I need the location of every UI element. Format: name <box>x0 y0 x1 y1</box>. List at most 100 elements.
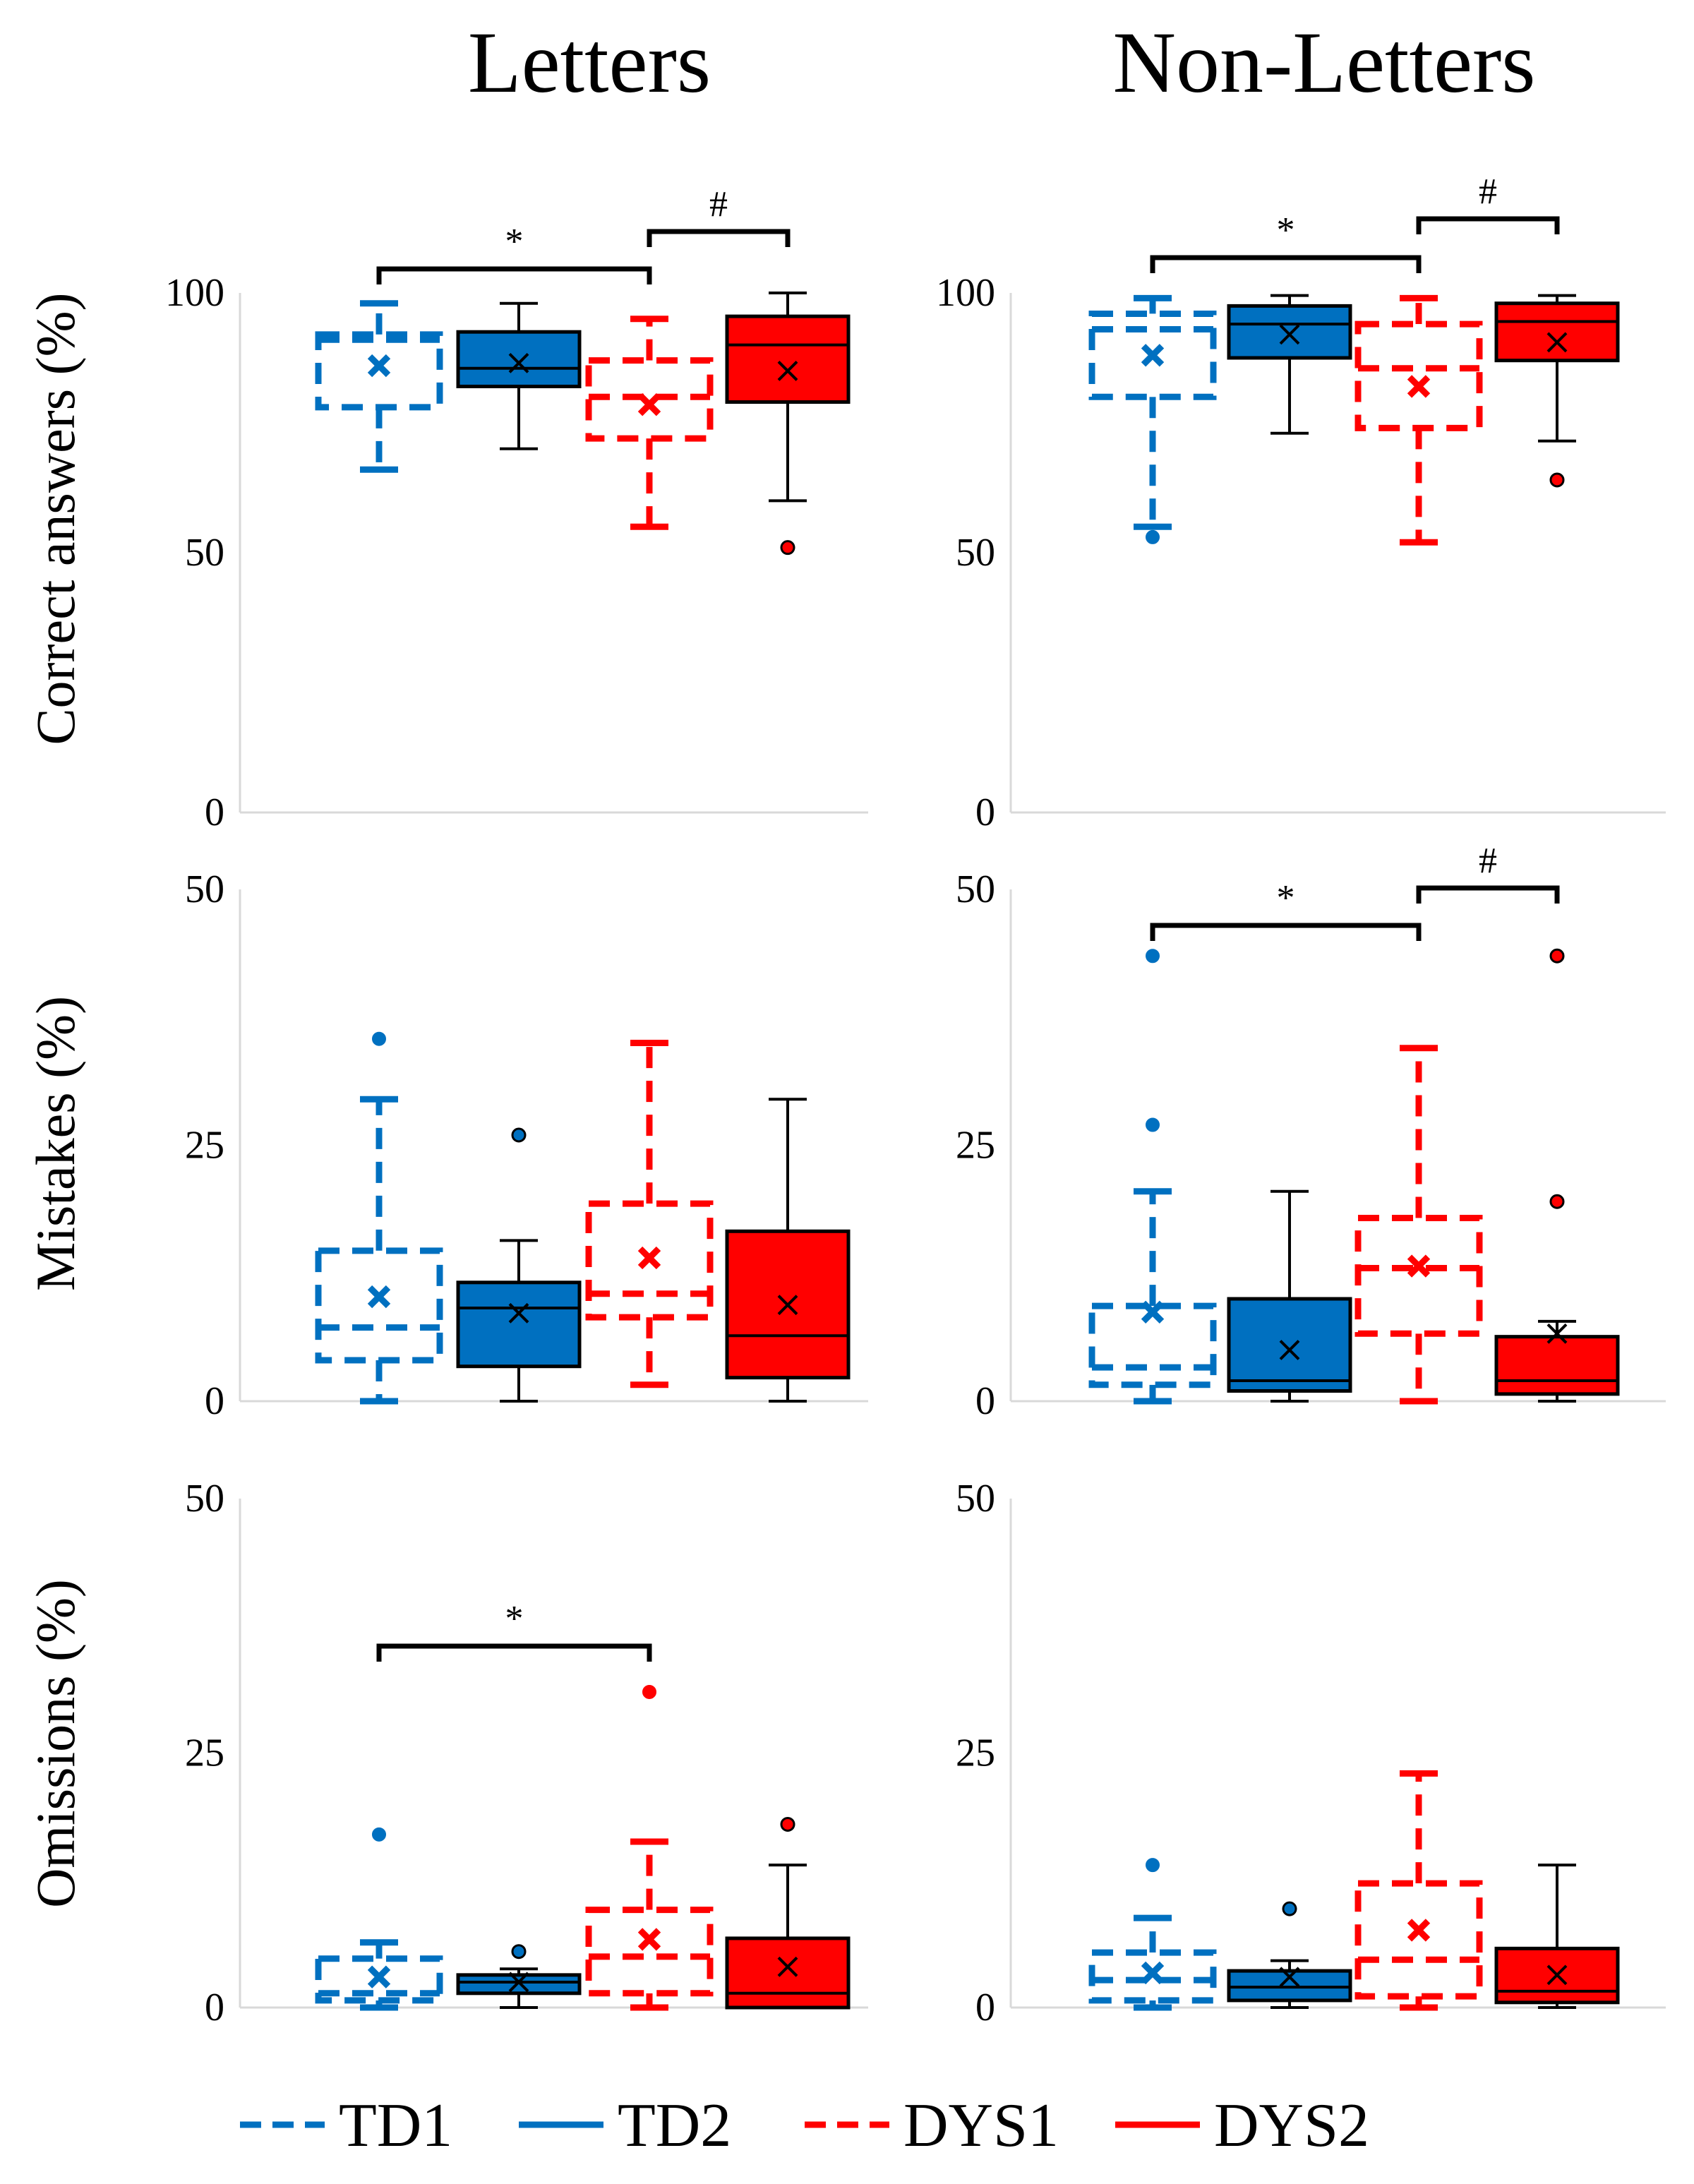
column-title-non-letters: Non-Letters <box>1112 14 1535 111</box>
significance-label: # <box>709 184 728 224</box>
legend: TD1 TD2 DYS1 DYS2 <box>240 2092 1369 2160</box>
box-TD2 <box>1227 294 1352 435</box>
box-TD1 <box>315 300 443 473</box>
outlier-point <box>1146 1858 1160 1873</box>
significance-bracket: * <box>376 1599 652 1662</box>
mean-marker <box>1407 1254 1431 1278</box>
box-iqr <box>456 1973 582 1996</box>
significance-bracket: * <box>376 222 652 284</box>
box-TD1 <box>315 1031 443 1405</box>
mean-marker <box>637 393 661 416</box>
significance-bracket: * <box>1150 210 1422 273</box>
significance-label: # <box>1479 841 1497 881</box>
panel-0-0: 0 50 100 * # <box>165 184 868 834</box>
box-DYS2 <box>1494 948 1620 1403</box>
y-tick-label: 25 <box>956 1732 995 1775</box>
bracket-line <box>647 229 791 247</box>
box-iqr <box>1354 1214 1483 1337</box>
mean-marker <box>777 360 798 381</box>
box-iqr <box>585 1907 714 1997</box>
bracket-line <box>1416 885 1560 904</box>
box-iqr <box>1494 1946 1620 2005</box>
y-tick-label: 0 <box>975 791 995 834</box>
box-DYS1 <box>1354 1045 1483 1405</box>
y-tick-label: 0 <box>205 791 224 834</box>
box-DYS1 <box>585 1040 714 1388</box>
significance-label: # <box>1479 172 1497 212</box>
box-iqr <box>456 1280 582 1369</box>
bracket-line <box>1150 923 1422 941</box>
panel-1-0: 0 25 50 <box>185 868 868 1423</box>
box-DYS1 <box>585 1684 714 2011</box>
column-title-letters: Letters <box>468 14 711 111</box>
mean-marker <box>1546 1323 1568 1344</box>
y-tick-label: 50 <box>956 1477 995 1520</box>
y-tick-label: 50 <box>956 868 995 911</box>
y-tick-label: 0 <box>975 1986 995 2029</box>
significance-label: * <box>1277 210 1295 251</box>
box-iqr <box>1088 1302 1217 1388</box>
y-tick-label: 25 <box>185 1732 224 1775</box>
y-tick-label: 50 <box>185 531 224 575</box>
box-iqr <box>1494 1335 1620 1396</box>
box-TD1 <box>1088 949 1217 1405</box>
significance-bracket: # <box>1416 841 1560 904</box>
mean-marker <box>1141 344 1165 367</box>
y-tick-label: 50 <box>185 1477 224 1520</box>
box-iqr <box>1354 1880 1483 2000</box>
outlier-point <box>1549 1194 1565 1209</box>
box-TD1 <box>315 1827 443 2011</box>
significance-bracket: # <box>1416 172 1560 234</box>
y-tick-label: 25 <box>185 1124 224 1168</box>
box-iqr <box>725 1936 851 2010</box>
bracket-line <box>376 1643 652 1662</box>
legend-item-td1: TD1 <box>240 2092 452 2160</box>
mean-marker <box>508 1972 529 1993</box>
outlier-point <box>642 1684 656 1699</box>
y-axis-label-mistakes: Mistakes (%) <box>25 996 86 1291</box>
mean-marker <box>1546 332 1568 353</box>
mean-marker <box>508 1302 529 1324</box>
significance-bracket: # <box>647 184 791 247</box>
box-DYS2 <box>725 1816 851 2010</box>
outlier-point <box>511 1127 527 1143</box>
legend-label: TD1 <box>339 2092 452 2160</box>
mean-marker <box>367 1965 391 1988</box>
legend-label: TD2 <box>618 2092 731 2160</box>
mean-marker <box>777 1295 798 1316</box>
box-TD1 <box>1088 294 1217 544</box>
y-tick-label: 100 <box>936 271 995 315</box>
mean-marker <box>1546 1964 1568 1986</box>
significance-bracket: * <box>1150 878 1422 941</box>
legend-label: DYS1 <box>903 2092 1059 2160</box>
y-tick-label: 50 <box>185 868 224 911</box>
box-TD1 <box>1088 1858 1217 2011</box>
box-DYS2 <box>725 292 851 556</box>
y-tick-label: 0 <box>205 1986 224 2029</box>
mean-marker <box>1407 1919 1431 1942</box>
box-DYS1 <box>585 316 714 530</box>
box-iqr <box>1227 304 1352 360</box>
box-iqr <box>315 331 443 411</box>
outlier-point <box>1146 529 1160 544</box>
y-tick-label: 0 <box>975 1379 995 1423</box>
box-iqr <box>1354 320 1483 431</box>
box-TD2 <box>456 1944 582 2009</box>
legend-item-td2: TD2 <box>519 2092 731 2160</box>
mean-marker <box>1407 375 1431 398</box>
outlier-point <box>511 1944 527 1960</box>
box-iqr <box>725 314 851 404</box>
outlier-point <box>780 540 795 556</box>
y-axis-label-omissions: Omissions (%) <box>25 1579 86 1908</box>
mean-marker <box>1279 324 1300 345</box>
outlier-point <box>372 1031 386 1046</box>
box-iqr <box>456 330 582 388</box>
box-DYS2 <box>1494 1864 1620 2009</box>
legend-item-dys1: DYS1 <box>805 2092 1059 2160</box>
significance-label: * <box>1277 878 1295 918</box>
box-iqr <box>1227 1297 1352 1393</box>
bracket-line <box>1150 255 1422 273</box>
box-DYS1 <box>1354 294 1483 546</box>
y-tick-label: 25 <box>956 1124 995 1168</box>
